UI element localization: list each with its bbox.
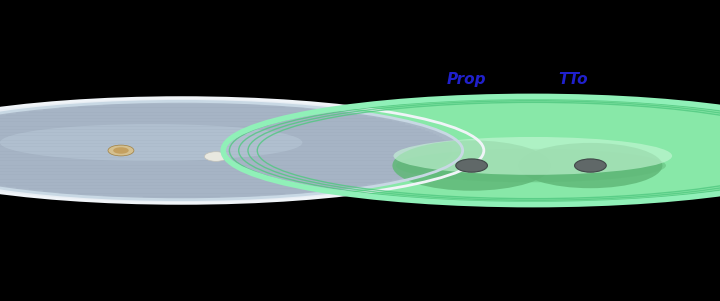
- Circle shape: [108, 145, 134, 156]
- Ellipse shape: [393, 137, 672, 175]
- Ellipse shape: [223, 96, 720, 205]
- Circle shape: [204, 152, 228, 161]
- Text: Prop: Prop: [446, 72, 486, 87]
- Ellipse shape: [392, 140, 551, 191]
- Ellipse shape: [518, 143, 662, 188]
- Circle shape: [456, 159, 487, 172]
- Ellipse shape: [0, 101, 463, 200]
- Ellipse shape: [0, 98, 484, 203]
- Ellipse shape: [396, 149, 666, 182]
- Text: TTo: TTo: [558, 72, 588, 87]
- Circle shape: [575, 159, 606, 172]
- Circle shape: [113, 147, 129, 154]
- Ellipse shape: [0, 124, 302, 161]
